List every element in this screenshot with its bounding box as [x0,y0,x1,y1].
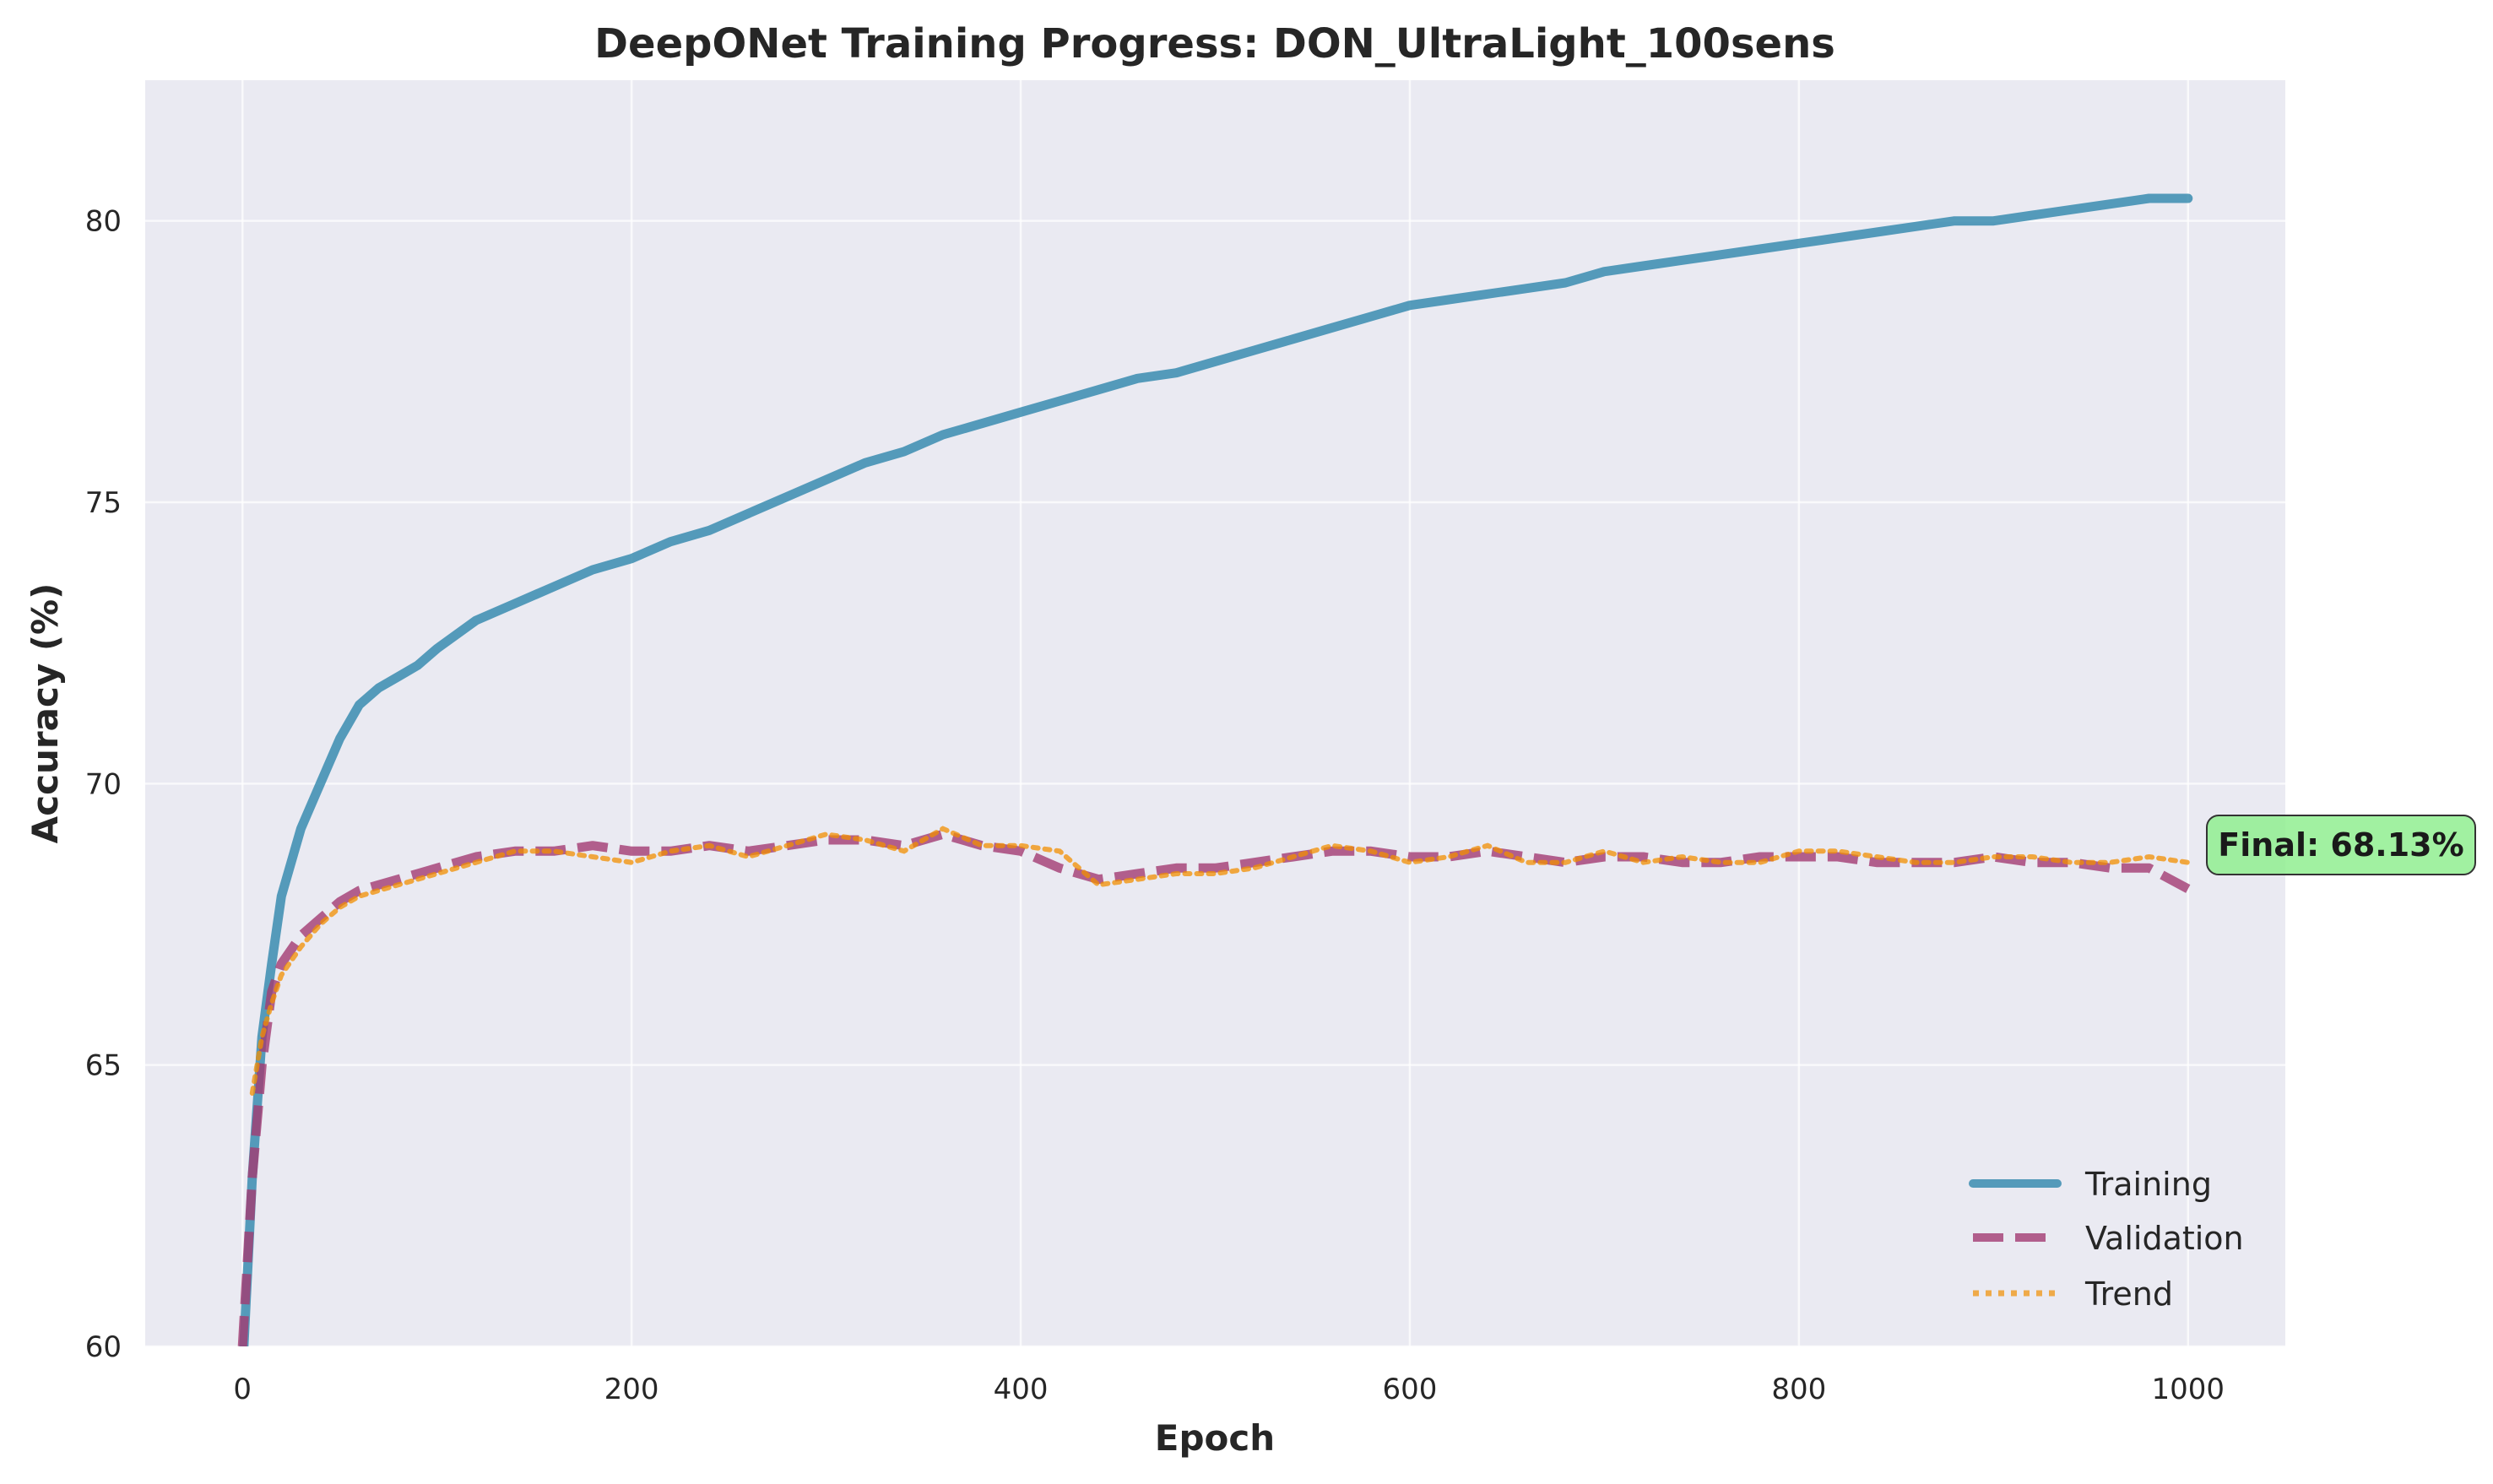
y-tick-label: 65 [85,1049,122,1083]
legend-label-training: Training [2084,1166,2212,1203]
annotation-box [2206,815,2476,875]
chart-title: DeepONet Training Progress: DON_UltraLig… [594,20,1835,68]
y-tick-label: 75 [85,486,122,520]
y-tick-label: 70 [85,767,122,801]
annotation-text: Final: 68.13% [2218,826,2463,864]
x-axis-label: Epoch [1155,1417,1275,1459]
x-tick-label: 400 [994,1373,1049,1406]
series-line-validation [237,829,2191,1346]
x-tick-label: 1000 [2152,1373,2225,1406]
x-tick-label: 0 [233,1373,252,1406]
x-tick-label: 200 [604,1373,659,1406]
tick-labels: 0 200 400 600 800 1000 60 65 70 75 80 [85,205,2225,1406]
y-tick-label: 80 [85,205,122,239]
series-layer [237,193,2193,1346]
legend: Training Validation Trend [1969,1166,2244,1313]
x-tick-label: 800 [1771,1373,1826,1406]
y-axis-label: Accuracy (%) [24,583,66,844]
final-accuracy-annotation: Final: 68.13% [2206,815,2476,875]
y-tick-label: 60 [85,1330,122,1364]
series-line-training [239,193,2193,1346]
x-tick-label: 600 [1383,1373,1438,1406]
grid-lines [145,80,2285,1348]
legend-label-validation: Validation [2085,1220,2244,1257]
plot-area [145,80,2285,1346]
legend-label-trend: Trend [2084,1275,2173,1313]
series-line-trend [249,826,2191,1096]
